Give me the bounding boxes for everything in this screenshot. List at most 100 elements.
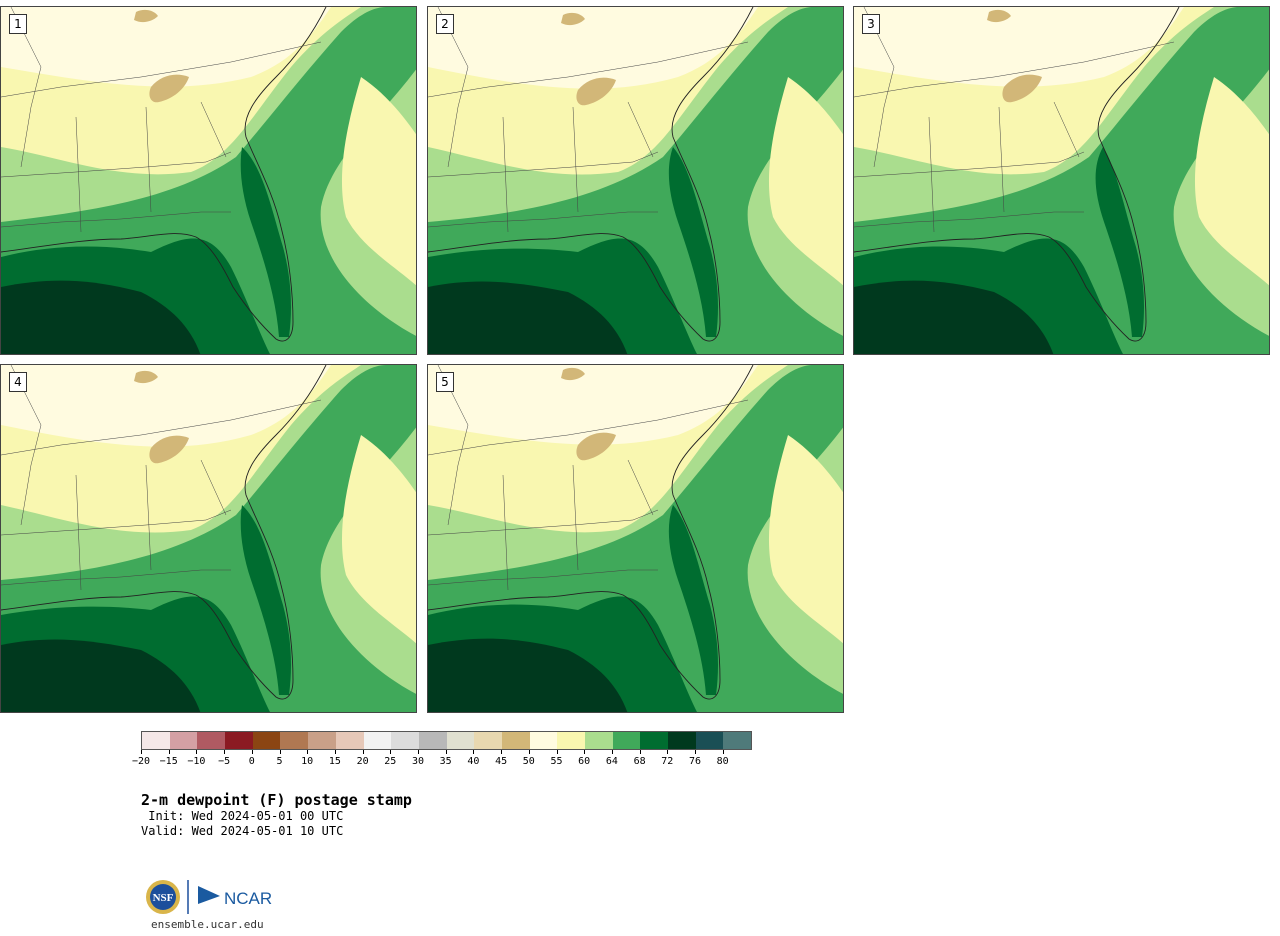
colorbar-tick-label: 72: [661, 756, 674, 767]
state-border: [428, 569, 658, 586]
colorbar-swatch: [169, 732, 198, 749]
colorbar-ticks: −20 −15 −10 −5 0 5 10 15 20 25 30 35 40 45 50 55 60 64 68 7…: [132, 750, 756, 770]
gulf-moist-core: [428, 638, 628, 712]
colorbar-swatch: [529, 732, 558, 749]
member-label: 5: [436, 372, 454, 392]
state-border: [1, 399, 322, 456]
dry-pocket: [1002, 74, 1042, 103]
offshore-dry-region: [1195, 77, 1269, 286]
dry-pocket: [987, 9, 1011, 23]
state-border: [1, 509, 232, 536]
state-border: [10, 365, 227, 591]
colorbar-swatch: [668, 732, 696, 749]
dry-pocket: [561, 12, 585, 26]
colorbar-tick: [362, 750, 364, 754]
colorbar-tick-label: 40: [467, 756, 480, 767]
colorbar-tick: [584, 750, 586, 754]
panel-5: 5: [427, 364, 844, 713]
map-5: [428, 365, 843, 712]
gulf-moist-core: [854, 280, 1054, 354]
state-border: [428, 399, 749, 456]
colorbar-tick: [196, 750, 198, 754]
colorbar-tick-label: −5: [218, 756, 231, 767]
colorbar-tick: [501, 750, 503, 754]
colorbar-tick-label: 60: [578, 756, 591, 767]
colorbar-swatch: [280, 732, 309, 749]
gulf-moist-core: [1, 280, 201, 354]
map-1: [1, 7, 416, 354]
colorbar-swatch: [640, 732, 669, 749]
init-time: Init: Wed 2024-05-01 00 UTC: [141, 809, 344, 823]
state-border: [863, 7, 1080, 233]
nsf-text: NSF: [153, 892, 174, 904]
colorbar-swatch: [225, 732, 253, 749]
colorbar-tick: [639, 750, 641, 754]
colorbar-tick: [445, 750, 447, 754]
colorbar-swatch: [474, 732, 502, 749]
gulf-moist-core: [1, 639, 201, 712]
member-label: 2: [436, 14, 454, 34]
colorbar: [141, 731, 753, 750]
colorbar-tick-label: 15: [328, 756, 341, 767]
state-border: [437, 365, 654, 591]
colorbar-tick-label: −15: [159, 756, 178, 767]
offshore-dry-region: [342, 435, 416, 644]
colorbar-tick-label: −20: [131, 756, 151, 767]
colorbar-tick-label: 80: [716, 756, 729, 767]
colorbar-swatch: [335, 732, 364, 749]
colorbar-tick: [556, 750, 558, 754]
colorbar-swatch: [142, 732, 170, 749]
state-border: [1, 569, 231, 586]
coastal-moist-band: [240, 147, 291, 337]
colorbar-tick-label: 20: [356, 756, 369, 767]
colorbar-swatch: [418, 732, 447, 749]
colorbar-tick: [307, 750, 309, 754]
coastal-moist-band: [668, 505, 718, 695]
colorbar-tick: [528, 750, 530, 754]
colorbar-swatch: [612, 732, 641, 749]
colorbar-tick: [390, 750, 392, 754]
dry-pocket: [134, 9, 158, 23]
colorbar-swatch: [557, 732, 585, 749]
offshore-dry-region: [769, 77, 843, 286]
coastline: [428, 365, 754, 700]
panel-1: 1: [0, 6, 417, 355]
colorbar-tick-label: 50: [522, 756, 535, 767]
dry-pocket: [576, 432, 616, 461]
colorbar-tick: [667, 750, 669, 754]
colorbar-swatch: [585, 732, 613, 749]
nsf-seal-icon: NSF: [146, 880, 180, 914]
member-label: 4: [9, 372, 27, 392]
dry-pocket: [561, 367, 585, 381]
colorbar-tick-label: 35: [439, 756, 452, 767]
map-4: [1, 365, 416, 712]
colorbar-swatch: [501, 732, 530, 749]
coastal-moist-band: [668, 147, 718, 337]
colorbar-tick-label: 10: [301, 756, 314, 767]
colorbar-tick: [141, 750, 142, 754]
coastline: [428, 7, 754, 342]
site-url: ensemble.ucar.edu: [151, 918, 264, 931]
coastline: [1, 7, 327, 342]
state-border: [437, 7, 654, 233]
colorbar-swatch: [446, 732, 475, 749]
member-label: 3: [862, 14, 880, 34]
colorbar-tick: [279, 750, 281, 754]
state-border: [854, 41, 1175, 98]
colorbar-tick: [695, 750, 696, 754]
colorbar-swatch: [695, 732, 724, 749]
gulf-moist-core: [428, 281, 628, 354]
colorbar-swatch: [363, 732, 392, 749]
colorbar-tick-label: 25: [384, 756, 397, 767]
chart-title: 2-m dewpoint (F) postage stamp: [141, 791, 412, 809]
coastal-moist-band: [240, 505, 291, 695]
state-border: [1, 211, 231, 228]
colorbar-tick: [611, 750, 613, 754]
state-border: [428, 41, 749, 98]
offshore-dry-region: [769, 435, 843, 644]
colorbar-tick: [168, 750, 170, 754]
state-border: [428, 151, 659, 178]
valid-time: Valid: Wed 2024-05-01 10 UTC: [141, 824, 344, 838]
colorbar-tick-label: 0: [248, 756, 255, 767]
colorbar-tick: [473, 750, 475, 754]
